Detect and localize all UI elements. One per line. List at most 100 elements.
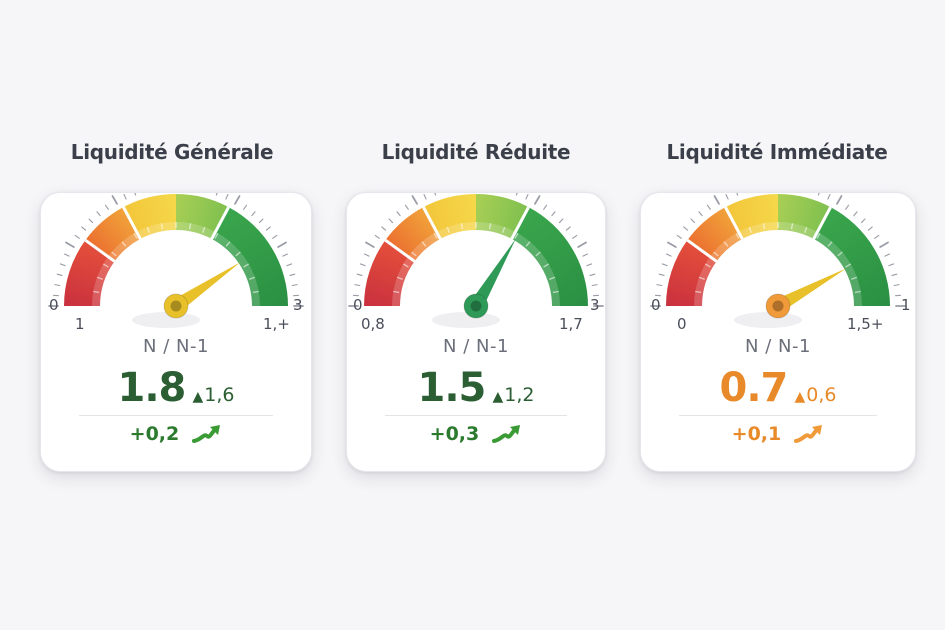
gauge-card: 0 3 0,8 1,7 N / N-1 1.5 ▲1,2 +0,3 [346, 192, 606, 472]
gauge-tick [698, 211, 703, 217]
gauge-tick [354, 284, 361, 287]
widget-title: Liquidité Immédiate [666, 140, 888, 164]
previous-value: 1,2 [504, 384, 535, 406]
gauge-tick [667, 241, 677, 248]
gauge-inner-tick [514, 232, 519, 239]
gauge-inner-tick [502, 226, 506, 233]
trend-up-icon [192, 425, 221, 443]
gauge-hub-center [170, 300, 182, 312]
gauge-zone-green [813, 207, 890, 306]
gauge-zone-red [666, 240, 717, 306]
period-label: N / N-1 [443, 336, 509, 357]
gauge-min-label: 0 [651, 296, 661, 314]
gauge-tick [374, 234, 380, 239]
gauge-needle [469, 238, 516, 310]
gauge-inner-tick [396, 276, 403, 280]
gauge-inner-tick [525, 241, 531, 247]
gauge-tick [258, 218, 264, 224]
gauge-min-label: 0 [49, 296, 59, 314]
gauge-shadow [432, 312, 500, 328]
gauge-inner-tick [214, 232, 219, 239]
gauge-inner-tick [851, 276, 858, 280]
gauge-tick [411, 195, 418, 205]
gauge-left-sub-label: 0,8 [361, 315, 385, 333]
gauge-tick [884, 253, 891, 257]
gauge-inner-tick [695, 290, 702, 294]
gauge-inner-tick [748, 226, 752, 233]
gauge-tick [525, 193, 529, 200]
gauge-inner-tick [804, 226, 808, 233]
gauge-tick [225, 193, 229, 200]
gauge-tick [81, 226, 87, 231]
value-row: 1.5 ▲1,2 [347, 365, 605, 411]
previous-up-icon: ▲ [192, 389, 204, 405]
gauge-inner-tick [243, 263, 250, 268]
value-row: 1.8 ▲1,6 [41, 365, 311, 411]
gauge-tick [381, 226, 387, 231]
gauge-shadow [734, 312, 802, 328]
gauge-inner-tick [93, 290, 100, 294]
divider [79, 415, 273, 416]
previous-value: 1,6 [204, 384, 235, 406]
gauge-tick [706, 204, 711, 210]
gauge-needle [774, 268, 847, 313]
gauge-tick [104, 204, 109, 210]
gauge-tick [111, 195, 118, 205]
gauge-hub [765, 293, 791, 319]
gauge-inner-tick [698, 276, 705, 280]
gauge-tick [879, 241, 889, 248]
trend-up-icon [492, 425, 521, 443]
gauge-tick [891, 273, 898, 277]
gauge-tick [658, 273, 665, 277]
gauge-min-label: 0 [353, 296, 363, 314]
gauge-right-sub-label: 1,7 [559, 315, 583, 333]
gauge-hub-center [470, 300, 482, 312]
gauge-inner-tick [133, 232, 138, 239]
gauge-inner-tick [146, 226, 150, 233]
gauge-inner-tick [488, 223, 492, 230]
gauge-inner-tick [827, 241, 833, 247]
gauge-needle [172, 262, 241, 312]
gauge-tick [286, 263, 293, 267]
gauge-zone-green [511, 207, 588, 306]
gauge-shadow [132, 312, 200, 328]
gauge-tick [683, 226, 689, 231]
gauge-tick [558, 218, 564, 224]
current-value: 1.8 [117, 365, 187, 411]
gauge-tick [845, 204, 850, 210]
gauge-separator [724, 206, 744, 240]
gauge-inner-tick [111, 251, 117, 257]
gauge-separator [210, 206, 230, 240]
gauge-tick [54, 284, 61, 287]
gauge [348, 193, 604, 328]
gauge-inner-tick [704, 263, 711, 268]
gauge-tick [713, 195, 720, 205]
gauge-tick [591, 284, 598, 287]
delta-value: +0,1 [731, 423, 782, 445]
gauge-inner-tick [713, 251, 719, 257]
gauge-inner-tick [402, 263, 409, 268]
gauge-tick [282, 253, 289, 257]
gauge-inner-tick [393, 290, 400, 294]
gauge-separator [422, 206, 442, 240]
previous-value: 0,6 [806, 384, 837, 406]
gauge-inner-tick [160, 223, 164, 230]
gauge-tick [725, 193, 729, 200]
gauge-inner-tick [249, 276, 256, 280]
gauge-tick [215, 193, 218, 196]
gauge-tick [867, 226, 873, 231]
gauge-inner-tick [762, 223, 766, 230]
delta-value: +0,2 [129, 423, 180, 445]
gauge-tick [56, 273, 63, 277]
gauge-tick [234, 195, 241, 205]
gauge-separator [812, 206, 832, 240]
gauge-inner-tick [837, 251, 843, 257]
gauge-tick [123, 193, 127, 200]
gauge-tick [827, 193, 831, 200]
gauge-tick [251, 211, 256, 217]
gauge-separator [84, 238, 116, 263]
gauge-inner-tick [121, 241, 127, 247]
gauge-tick [289, 273, 296, 277]
gauge-tick [404, 204, 409, 210]
gauge-tick [359, 263, 366, 267]
